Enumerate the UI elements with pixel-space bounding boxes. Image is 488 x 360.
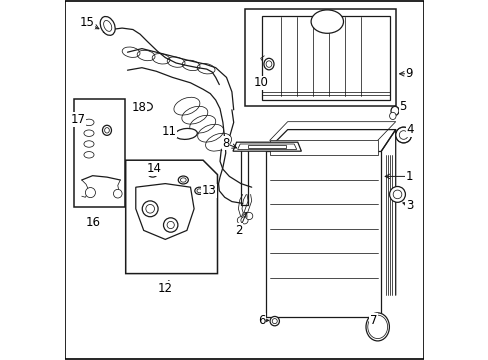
Text: 17: 17 bbox=[71, 113, 85, 126]
Ellipse shape bbox=[180, 178, 186, 182]
Circle shape bbox=[142, 201, 158, 217]
Text: 8: 8 bbox=[222, 137, 229, 150]
Polygon shape bbox=[237, 144, 296, 149]
Bar bbox=[73, 99, 125, 207]
Circle shape bbox=[242, 212, 249, 220]
Circle shape bbox=[392, 190, 401, 199]
Text: 7: 7 bbox=[369, 314, 376, 327]
Circle shape bbox=[272, 319, 277, 324]
Bar bbox=[247, 145, 285, 148]
Ellipse shape bbox=[197, 189, 202, 193]
Ellipse shape bbox=[367, 315, 387, 338]
Ellipse shape bbox=[150, 172, 155, 175]
Circle shape bbox=[113, 189, 122, 198]
Ellipse shape bbox=[265, 61, 271, 67]
Ellipse shape bbox=[148, 170, 157, 177]
Ellipse shape bbox=[100, 17, 115, 35]
Ellipse shape bbox=[104, 128, 109, 133]
Text: 13: 13 bbox=[202, 184, 216, 197]
Text: 12: 12 bbox=[158, 282, 172, 294]
Text: 6: 6 bbox=[258, 314, 265, 327]
Polygon shape bbox=[232, 142, 301, 151]
Circle shape bbox=[85, 188, 95, 198]
Ellipse shape bbox=[264, 58, 273, 70]
Ellipse shape bbox=[178, 176, 188, 184]
Text: 16: 16 bbox=[85, 216, 101, 229]
Polygon shape bbox=[136, 184, 194, 239]
Text: 15: 15 bbox=[79, 16, 94, 29]
Ellipse shape bbox=[194, 187, 204, 194]
Text: 14: 14 bbox=[146, 162, 161, 175]
Circle shape bbox=[237, 217, 244, 224]
Circle shape bbox=[399, 131, 407, 139]
Circle shape bbox=[241, 217, 247, 224]
Text: 9: 9 bbox=[405, 67, 412, 80]
Ellipse shape bbox=[365, 313, 388, 341]
Circle shape bbox=[395, 127, 411, 143]
Circle shape bbox=[245, 212, 252, 220]
Ellipse shape bbox=[310, 10, 343, 33]
Bar bbox=[244, 9, 395, 106]
Text: 2: 2 bbox=[235, 224, 243, 237]
Bar bbox=[269, 140, 377, 155]
Ellipse shape bbox=[142, 103, 152, 111]
Ellipse shape bbox=[389, 112, 395, 120]
Ellipse shape bbox=[103, 21, 112, 31]
Circle shape bbox=[145, 204, 154, 213]
Ellipse shape bbox=[369, 318, 385, 336]
Circle shape bbox=[167, 221, 174, 229]
Text: 11: 11 bbox=[161, 125, 176, 138]
Text: 4: 4 bbox=[406, 123, 413, 136]
Ellipse shape bbox=[175, 129, 197, 139]
Circle shape bbox=[269, 316, 279, 326]
Text: 18: 18 bbox=[132, 101, 146, 114]
Polygon shape bbox=[125, 160, 217, 274]
Text: 1: 1 bbox=[405, 170, 412, 183]
Text: 3: 3 bbox=[405, 199, 412, 212]
Circle shape bbox=[389, 186, 405, 202]
Bar bbox=[265, 151, 381, 317]
Text: 5: 5 bbox=[398, 100, 406, 113]
Text: 10: 10 bbox=[253, 76, 267, 89]
Bar bbox=[261, 16, 389, 100]
Circle shape bbox=[163, 218, 178, 232]
Ellipse shape bbox=[102, 125, 111, 135]
Ellipse shape bbox=[390, 107, 398, 116]
